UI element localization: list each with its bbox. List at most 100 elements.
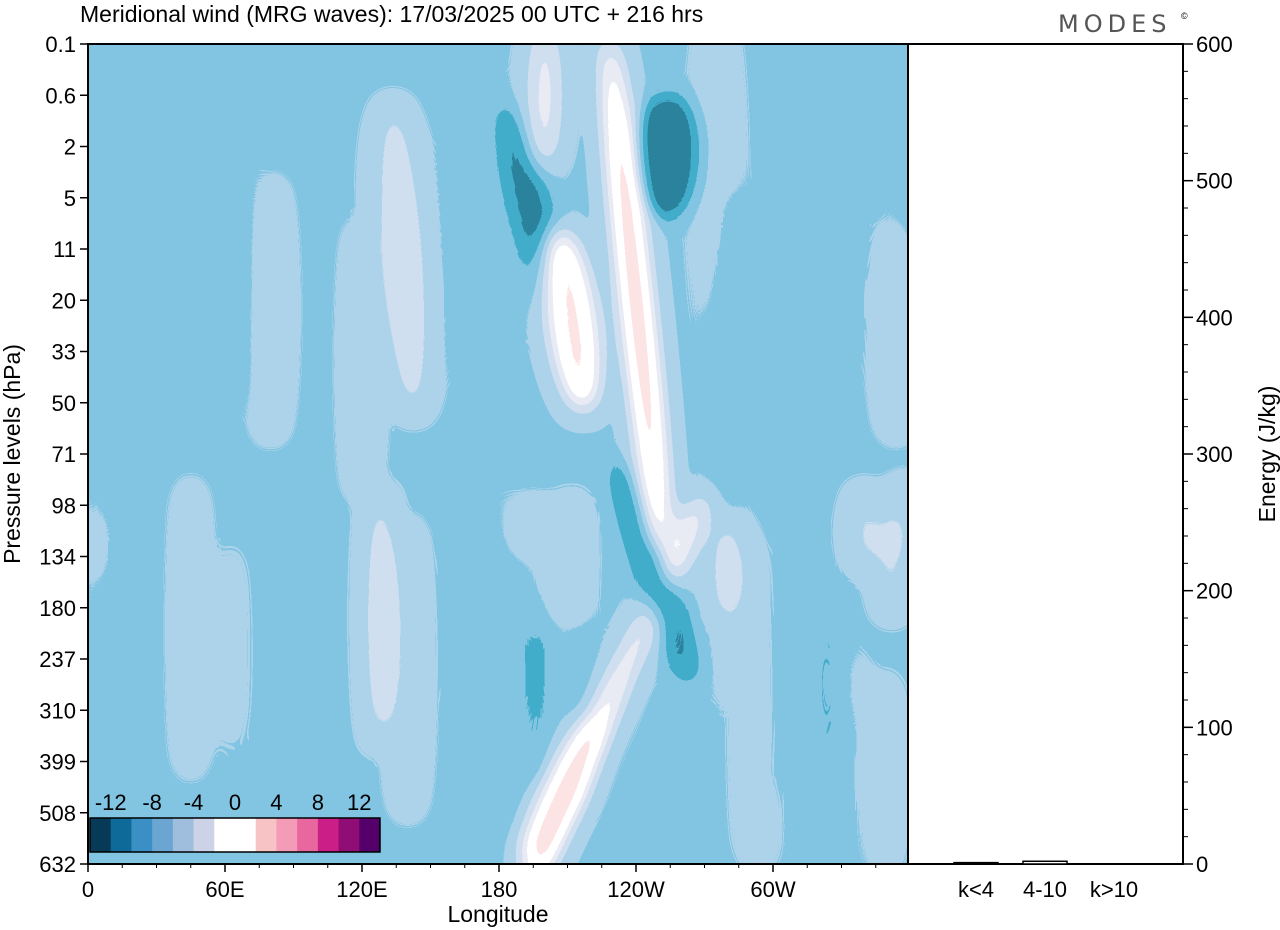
negative-wind-cell <box>489 77 509 401</box>
y-tick-label: 11 <box>53 237 76 262</box>
y-tick-label: 0.1 <box>45 32 76 57</box>
colorbar-swatch <box>235 818 257 852</box>
x-tick-label: 60E <box>205 877 244 902</box>
positive-wind-cell <box>757 786 767 864</box>
negative-wind-cell <box>476 696 550 864</box>
negative-wind-cell <box>871 796 881 864</box>
energy-bar <box>1022 860 1068 865</box>
negative-wind-cell <box>788 107 812 412</box>
energy-tick-label: 100 <box>1196 715 1233 740</box>
energy-categories: k<4 4-10 k>10 <box>958 877 1138 902</box>
negative-wind-cell <box>672 806 691 864</box>
y-tick-label: 310 <box>39 698 76 723</box>
chart-title: Meridional wind (MRG waves): 17/03/2025 … <box>80 1 703 27</box>
y-tick-label: 50 <box>52 391 76 416</box>
positive-wind-cell <box>183 480 198 776</box>
negative-wind-cell <box>280 564 289 805</box>
positive-wind-cell <box>225 547 235 751</box>
positive-wind-cell <box>546 229 599 413</box>
positive-wind-cell <box>371 488 390 748</box>
energy-tick-label: 300 <box>1196 442 1233 467</box>
x-tick-label: 120W <box>607 877 665 902</box>
brand-logo: MODES <box>1058 10 1171 38</box>
colorbar-label: -8 <box>142 790 162 815</box>
y-tick-label: 237 <box>39 647 76 672</box>
colorbar-swatch <box>359 818 381 852</box>
positive-wind-cell <box>521 721 591 864</box>
colorbar-swatch <box>90 818 112 852</box>
energy-bar <box>953 861 999 865</box>
energy-tick-label: 500 <box>1196 169 1233 194</box>
colorbar-label: 4 <box>270 790 282 815</box>
energy-tick-label: 0 <box>1196 852 1208 877</box>
x-tick-label: 180 <box>481 877 518 902</box>
energy-frame <box>907 43 1184 865</box>
colorbar-swatch <box>172 818 195 852</box>
negative-wind-cell <box>167 195 191 426</box>
energy-tick-label: 600 <box>1196 32 1233 57</box>
y-tick-label: 20 <box>52 288 76 313</box>
negative-wind-cell <box>446 143 461 375</box>
positive-wind-cell <box>565 497 579 627</box>
positive-wind-cell <box>510 503 525 559</box>
energy-axis: 0 100 200 300 400 500 600 <box>1183 32 1233 877</box>
colorbar-label: 8 <box>312 790 324 815</box>
heatmap-plot: 0 60E 120E 180 120W 60W 0.1 0.6 2 5 11 20 33 50 71 98 1… <box>0 32 909 927</box>
negative-wind-cell <box>496 503 511 836</box>
energy-tick-label: 200 <box>1196 579 1233 604</box>
positive-wind-cell <box>605 44 667 567</box>
positive-wind-cell <box>880 506 904 617</box>
colorbar-label: -4 <box>184 790 204 815</box>
negative-wind-cell <box>460 506 474 710</box>
colorbar-swatch <box>297 818 319 852</box>
colorbar-swatch <box>131 818 153 852</box>
y-tick-label: 180 <box>39 596 76 621</box>
negative-wind-cell <box>615 457 694 686</box>
y-tick-label: 2 <box>64 135 76 160</box>
positive-wind-cell <box>852 489 876 573</box>
positive-wind-cell <box>396 521 420 817</box>
negative-wind-cell <box>310 502 323 734</box>
y-tick-label: 632 <box>39 852 76 877</box>
negative-wind-cell <box>793 471 808 795</box>
positive-wind-cell <box>722 617 742 701</box>
y-axis: 0.1 0.6 2 5 11 20 33 50 71 98 134 180 237 310 399 508 63… <box>39 32 88 877</box>
colorbar-swatch <box>214 818 236 852</box>
colorbar-label: 0 <box>229 790 241 815</box>
negative-wind-cell <box>633 96 698 217</box>
colorbar-label: -12 <box>95 790 127 815</box>
y-tick-label: 0.6 <box>45 83 76 108</box>
negative-wind-cell <box>578 507 690 811</box>
positive-wind-cell <box>699 44 732 334</box>
energy-axis-label: Energy (J/kg) <box>1254 386 1280 523</box>
positive-wind-cell <box>375 102 431 416</box>
energy-bar-chart: 0 100 200 300 400 500 600 k<4 4-10 k>10 Energy (… <box>907 32 1280 902</box>
positive-wind-cell <box>352 223 372 501</box>
negative-wind-cell <box>243 754 262 820</box>
energy-tick-label: 400 <box>1196 305 1233 330</box>
energy-category-label: 4-10 <box>1023 877 1067 902</box>
energy-category-label: k<4 <box>958 877 994 902</box>
colorbar-swatch <box>152 818 174 852</box>
colorbar-swatch <box>317 818 340 852</box>
y-tick-label: 71 <box>52 442 76 467</box>
negative-wind-cell <box>820 579 835 801</box>
negative-wind-cell <box>110 471 130 795</box>
colorbar: -12 -8 -4 0 4 8 12 <box>89 790 381 853</box>
colorbar-swatch <box>193 818 215 852</box>
positive-wind-cell <box>743 538 758 862</box>
positive-wind-cell <box>530 44 559 170</box>
positive-wind-cell <box>528 502 552 632</box>
positive-wind-cell <box>882 224 908 438</box>
y-axis-label: Pressure levels (hPa) <box>0 344 25 564</box>
positive-wind-cell <box>709 516 746 628</box>
positive-wind-cell <box>259 181 283 440</box>
x-tick-label: 120E <box>336 877 387 902</box>
heatmap-field <box>88 44 908 864</box>
colorbar-swatch <box>276 818 298 852</box>
y-tick-label: 33 <box>52 340 76 365</box>
y-tick-label: 5 <box>64 186 76 211</box>
positive-wind-cell <box>88 513 104 579</box>
energy-bars <box>953 860 1068 865</box>
